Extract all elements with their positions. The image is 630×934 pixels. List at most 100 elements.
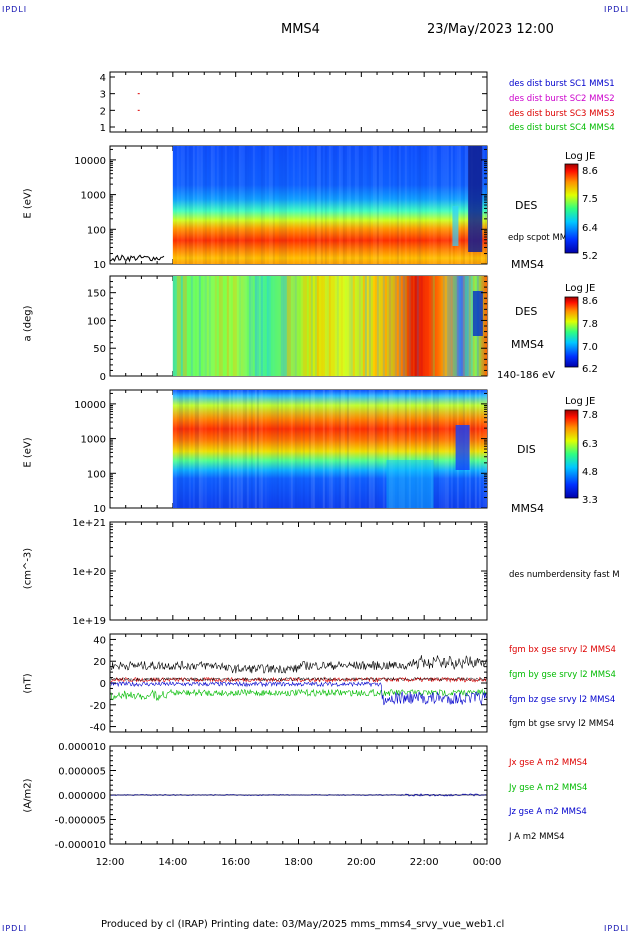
dis-energy-streak — [388, 390, 391, 508]
dis-energy-streak — [370, 390, 373, 508]
dis-energy-streak — [246, 390, 249, 508]
des-energy-streak — [421, 146, 423, 264]
des-energy-streak — [432, 146, 435, 264]
des-pitch-streak — [486, 276, 489, 376]
des-pitch-streak — [300, 276, 303, 376]
des-energy-streak — [287, 146, 289, 264]
dis-energy-streak — [216, 390, 219, 508]
dis-energy-streak — [254, 390, 257, 508]
dis-energy-streak — [321, 390, 323, 508]
dis-energy-streak — [474, 390, 477, 508]
des-energy-streak — [356, 146, 359, 264]
y-tick-label: 1e+20 — [72, 567, 106, 578]
colorbar2-title: Log JE — [565, 283, 596, 294]
des-pitch-streak — [237, 276, 239, 376]
des-energy-streak — [255, 146, 257, 264]
fgm-bt-line — [110, 655, 487, 674]
dis-energy-streak — [200, 390, 203, 508]
des-energy-streak — [297, 146, 299, 264]
dis-energy-streak — [340, 390, 343, 508]
des-energy-streak — [176, 146, 179, 264]
dis-energy-streak — [267, 390, 269, 508]
dis-energy-streak — [276, 390, 279, 508]
des-pitch-streak — [464, 276, 467, 376]
dis-energy-streak — [392, 390, 395, 508]
des-energy-streak — [428, 146, 431, 264]
des-energy-streak — [260, 146, 263, 264]
des-energy-streak — [316, 146, 319, 264]
dis-energy-streak — [180, 390, 183, 508]
des-pitch-streak — [382, 276, 385, 376]
cb1-tick: 5.2 — [582, 251, 598, 262]
x-tick-label: 14:00 — [158, 857, 187, 868]
dis-energy-streak — [396, 390, 399, 508]
des-energy-streak — [464, 146, 467, 264]
cb2-tick: 8.6 — [582, 296, 598, 307]
des-pitch-streak — [434, 276, 437, 376]
des-energy-streak — [229, 146, 231, 264]
cb2-tick: 7.0 — [582, 342, 598, 353]
dis-energy-streak — [238, 390, 241, 508]
cb3-tick: 6.3 — [582, 439, 598, 450]
des-energy-streak — [376, 146, 379, 264]
des-pitch-streak — [406, 276, 409, 376]
des-energy-streak — [348, 146, 351, 264]
dis-energy-streak — [186, 390, 189, 508]
des-energy-streak — [346, 146, 349, 264]
des-pitch-streak — [260, 276, 263, 376]
dis-energy-streak — [398, 390, 401, 508]
des-energy-gap — [468, 146, 483, 252]
des-energy-streak — [374, 146, 377, 264]
dis-energy-streak — [240, 390, 243, 508]
des-pitch-streak — [354, 276, 357, 376]
des-energy-streak — [385, 146, 387, 264]
des-pitch-streak — [350, 276, 353, 376]
des-energy-streak — [267, 146, 269, 264]
des-pitch-streak — [398, 276, 401, 376]
des-pitch-streak — [282, 276, 285, 376]
des-energy-streak — [280, 146, 283, 264]
x-tick-label: 22:00 — [410, 857, 439, 868]
y-tick-label: 40 — [93, 635, 106, 646]
cb3-tick: 7.8 — [582, 410, 598, 421]
des-pitch-streak — [432, 276, 435, 376]
des-energy-streak — [234, 146, 237, 264]
des-pitch-streak — [441, 276, 443, 376]
dis-energy-streak — [230, 390, 233, 508]
des-energy-streak — [209, 146, 211, 264]
dis-energy-streak — [221, 390, 223, 508]
des-pitch-streak — [392, 276, 395, 376]
des-energy-streak — [466, 146, 469, 264]
y-tick-label: 0.000010 — [58, 742, 106, 753]
des-energy-streak — [240, 146, 243, 264]
des-pitch-streak — [482, 276, 485, 376]
des-energy-streak — [203, 146, 205, 264]
dis-energy-streak — [224, 390, 227, 508]
des-pitch-streak — [180, 276, 183, 376]
des-pitch-streak — [454, 276, 457, 376]
dis-energy-streak — [279, 390, 281, 508]
des-energy-streak — [282, 146, 285, 264]
dis-energy-streak — [442, 390, 445, 508]
burst-point — [137, 109, 140, 111]
des-energy-streak — [207, 146, 209, 264]
des-energy-streak — [275, 146, 277, 264]
des-pitch-streak — [446, 276, 449, 376]
des-pitch-streak — [430, 276, 433, 376]
cb2-tick: 6.2 — [582, 364, 598, 375]
dis-energy-streak — [333, 390, 335, 508]
des-energy-streak — [404, 146, 407, 264]
dis-energy-streak — [283, 390, 285, 508]
des-energy-streak — [458, 146, 461, 264]
legend-jz: Jz gse A m2 MMS4 — [509, 807, 587, 817]
y-tick-label: 10000 — [74, 400, 106, 411]
dis-bottom-label: MMS4 — [511, 502, 544, 515]
cb2-tick: 7.8 — [582, 319, 598, 330]
fgm-by-line — [110, 688, 487, 702]
des-pitch-streak — [468, 276, 471, 376]
des-energy-streak — [338, 146, 341, 264]
des-energy-bottom-label: MMS4 — [511, 258, 544, 271]
dis-energy-streak — [372, 390, 375, 508]
des-energy-streak — [306, 146, 309, 264]
des-energy-streak — [395, 146, 397, 264]
